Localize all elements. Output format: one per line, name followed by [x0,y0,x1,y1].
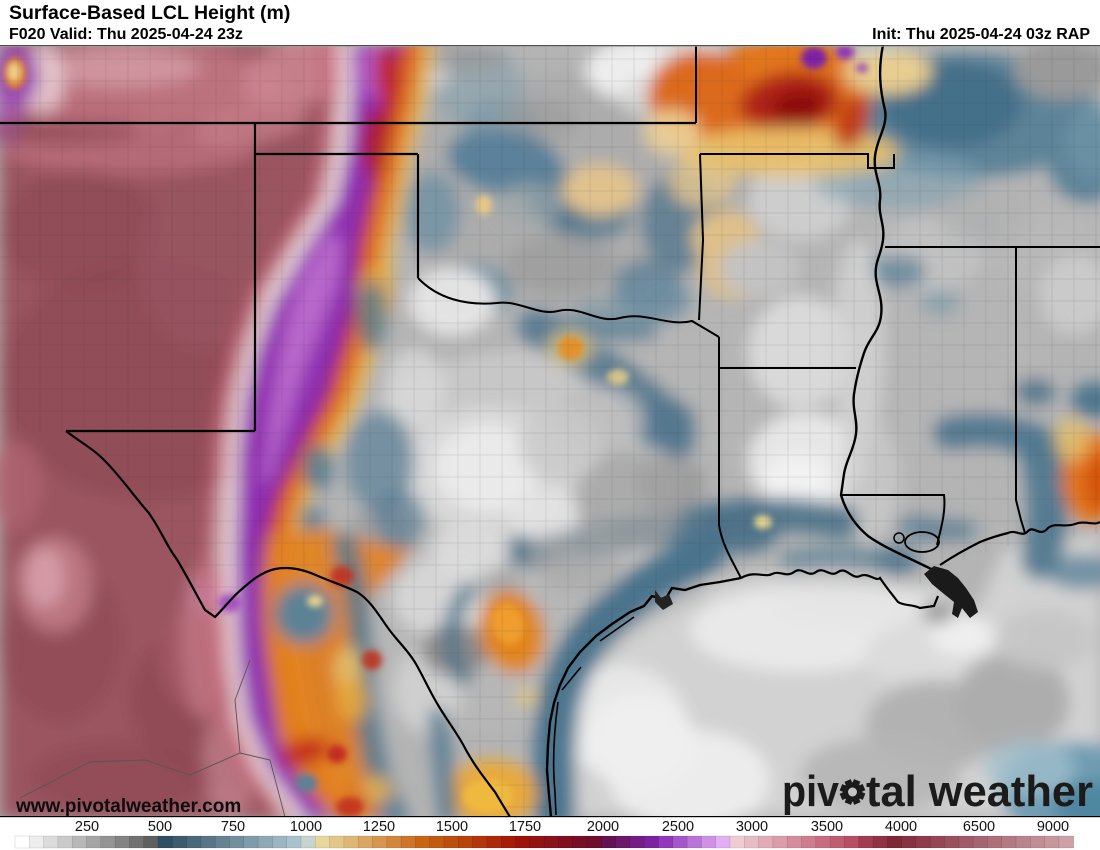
svg-text:www.pivotalweather.com: www.pivotalweather.com [15,796,241,817]
svg-text:750: 750 [221,819,245,835]
svg-text:1750: 1750 [509,819,541,835]
svg-text:tal weather: tal weather [866,767,1093,816]
svg-text:500: 500 [148,819,172,835]
svg-text:2500: 2500 [662,819,694,835]
svg-text:1250: 1250 [363,819,395,835]
svg-text:piv: piv [782,767,839,816]
svg-text:3000: 3000 [736,819,768,835]
svg-text:1000: 1000 [290,819,322,835]
svg-text:2000: 2000 [587,819,619,835]
svg-text:6500: 6500 [963,819,995,835]
svg-text:9000: 9000 [1037,819,1069,835]
svg-text:3500: 3500 [811,819,843,835]
svg-text:1500: 1500 [436,819,468,835]
svg-text:250: 250 [75,819,99,835]
svg-text:4000: 4000 [885,819,917,835]
